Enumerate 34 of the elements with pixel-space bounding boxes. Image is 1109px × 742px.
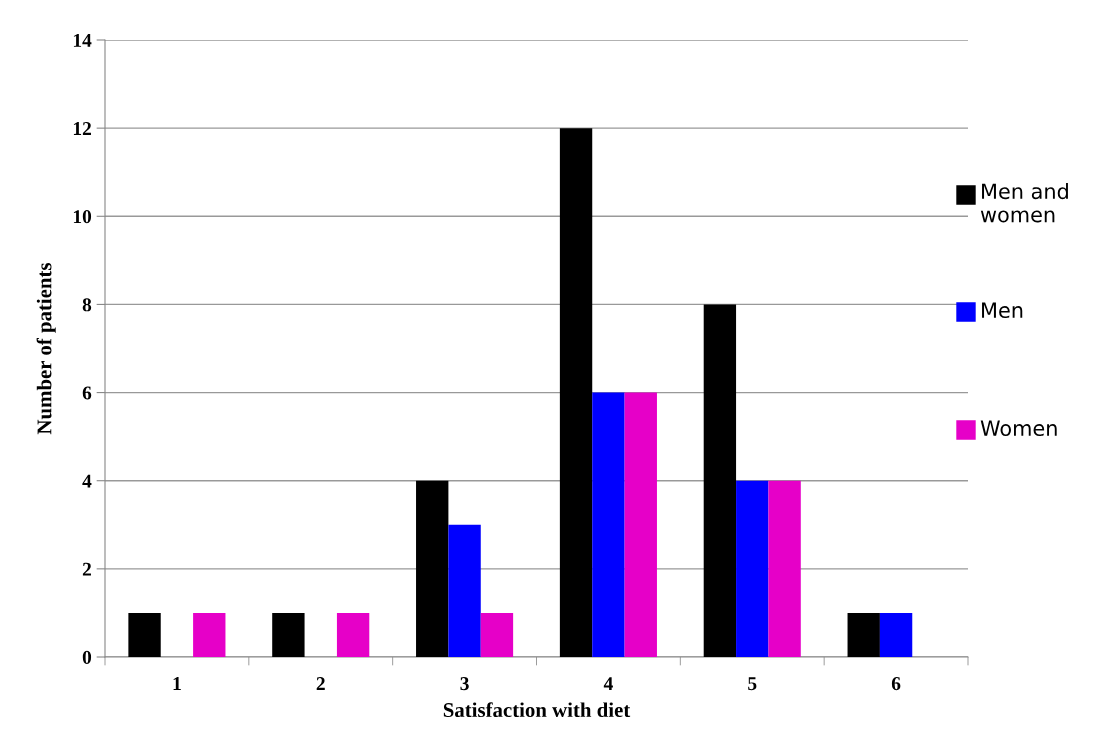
x-axis-title: Satisfaction with diet <box>443 702 631 718</box>
bar <box>193 612 226 657</box>
bar <box>703 304 737 657</box>
y-axis-title: Number of patients <box>36 262 56 435</box>
bar <box>768 480 801 657</box>
bar <box>624 392 657 657</box>
y-tick-label: 8 <box>82 298 92 312</box>
y-tick-label: 10 <box>73 210 92 224</box>
bar <box>416 480 449 657</box>
y-tick-label: 4 <box>82 474 92 488</box>
y-tick-label: 14 <box>73 33 92 47</box>
legend-label: Men <box>982 302 1023 319</box>
x-tick-label: 4 <box>603 677 613 690</box>
bar <box>559 128 593 657</box>
y-tick-label: 0 <box>82 650 92 664</box>
bar <box>128 612 161 657</box>
x-tick-label: 1 <box>173 677 181 690</box>
bar <box>480 612 514 657</box>
x-tick-label: 2 <box>316 677 325 690</box>
x-tick-label: 6 <box>891 677 901 691</box>
x-tick-label: 3 <box>460 677 469 691</box>
y-tick-label: 2 <box>82 562 91 576</box>
bar <box>272 612 305 657</box>
bar <box>592 392 625 657</box>
y-tick-label: 6 <box>82 386 92 400</box>
bar <box>736 480 769 657</box>
legend-label: Women <box>980 420 1057 437</box>
bar <box>879 612 913 657</box>
bar <box>847 612 880 657</box>
bar <box>448 524 481 657</box>
y-tick-label: 12 <box>73 122 91 135</box>
legend-label: Men and women <box>980 183 1068 223</box>
bar <box>336 612 370 657</box>
x-tick-label: 5 <box>748 677 757 691</box>
